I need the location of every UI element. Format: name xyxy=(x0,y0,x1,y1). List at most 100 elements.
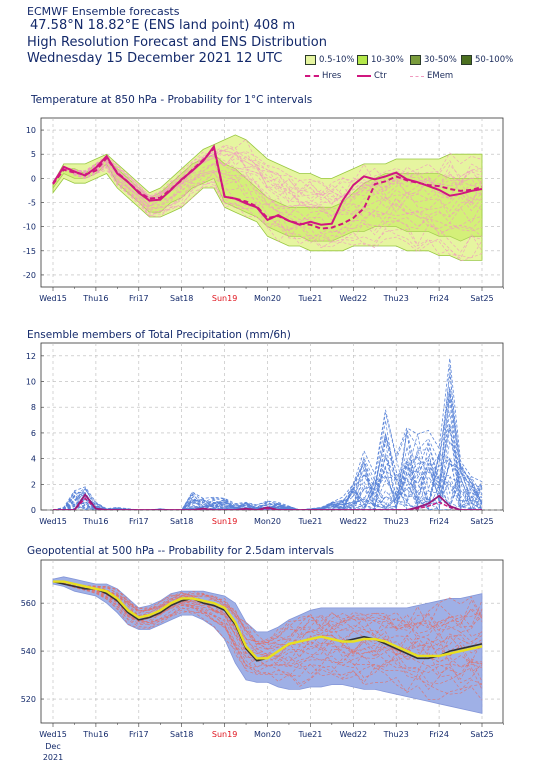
x-tick-label: Mon20 xyxy=(254,294,281,303)
y-tick-label: 560 xyxy=(21,599,36,608)
ensemble-member-line xyxy=(52,581,483,645)
x-tick-label: Sun19 xyxy=(212,730,237,739)
header-line-1: ECMWF Ensemble forecasts xyxy=(27,5,180,18)
x-tick-label: Mon20 xyxy=(254,730,281,739)
y-tick-label: 4 xyxy=(31,455,36,464)
hres-line xyxy=(53,580,483,660)
legend-swatch-10-30 xyxy=(357,55,368,65)
x-tick-label: Thu23 xyxy=(383,294,409,303)
precip-member-line xyxy=(52,388,483,510)
x-tick-label: Thu23 xyxy=(383,517,409,526)
precip-member-max-line xyxy=(52,358,483,510)
legend-label-ctr: Ctr xyxy=(374,71,387,81)
x-tick-label: Fri17 xyxy=(129,294,149,303)
y-tick-label: 520 xyxy=(21,695,36,704)
plot-area xyxy=(52,358,483,510)
y-tick-label: 12 xyxy=(26,352,36,361)
ensemble-member-line xyxy=(52,581,483,701)
ensemble-member-line xyxy=(52,581,483,700)
ensemble-member-line xyxy=(52,168,483,260)
header-subtitle: High Resolution Forecast and ENS Distrib… xyxy=(27,35,327,50)
x-tick-label: Tue21 xyxy=(297,294,322,303)
ensemble-member-line xyxy=(52,581,483,682)
precip-member-line xyxy=(52,366,483,510)
ensemble-member-line xyxy=(52,163,483,224)
panel-title-precipitation: Ensemble members of Total Precipitation … xyxy=(27,329,291,341)
panel-title-temperature: Temperature at 850 hPa - Probability for… xyxy=(31,94,313,106)
legend-item-hres: Hres xyxy=(305,71,341,81)
x-tick-label: Fri24 xyxy=(429,517,449,526)
legend-line-hres xyxy=(305,75,319,77)
legend-item-50-100: 50-100% xyxy=(461,55,513,65)
x-tick-label: Tue21 xyxy=(297,730,322,739)
plot-frame xyxy=(40,342,504,511)
y-tick-label: 0 xyxy=(31,174,36,183)
panel-2: 560 540 520 Wed15 Thu16 Fri17 Sat18 Sun19 Mon20 T… xyxy=(21,559,504,762)
ensemble-member-line xyxy=(52,581,483,669)
header-location: 47.58°N 18.82°E (ENS land point) 408 m xyxy=(30,18,296,33)
ensemble-member-line xyxy=(52,165,483,243)
x-tick-label: Thu23 xyxy=(383,730,409,739)
x-tick-label: Fri24 xyxy=(429,730,449,739)
ensemble-member-line xyxy=(52,154,483,212)
legend-label-30-50: 30-50% xyxy=(424,55,457,65)
y-tick-label: 10 xyxy=(26,126,36,135)
legend-swatch-0-5-10 xyxy=(305,55,316,65)
y-tick-label: 8 xyxy=(31,403,36,412)
legend-swatch-30-50 xyxy=(410,55,421,65)
legend-item-10-30: 10-30% xyxy=(357,55,404,65)
y-tick-label: -10 xyxy=(23,223,36,232)
x-tick-label: Fri17 xyxy=(129,730,149,739)
legend-item-30-50: 30-50% xyxy=(410,55,457,65)
x-tick-label: Tue21 xyxy=(297,517,322,526)
x-tick-label: Fri24 xyxy=(429,294,449,303)
legend-line-emem xyxy=(410,75,424,77)
precip-member-line xyxy=(52,392,483,510)
ensemble-member-line xyxy=(52,164,483,236)
legend-line-ctr xyxy=(357,75,371,77)
x-tick-label: Sat25 xyxy=(470,517,493,526)
x-tick-label: Mon20 xyxy=(254,517,281,526)
precip-member-line xyxy=(52,441,483,510)
ctr-line xyxy=(52,144,483,226)
legend-swatch-50-100 xyxy=(461,55,472,65)
legend-label-hres: Hres xyxy=(322,71,342,81)
x-tick-label: Thu16 xyxy=(82,517,108,526)
y-tick-label: 6 xyxy=(31,429,36,438)
x-tick-label: Sat25 xyxy=(470,730,493,739)
x-tick-label: Thu16 xyxy=(82,730,108,739)
ensemble-member-line xyxy=(52,167,483,262)
ctr-line xyxy=(53,493,482,510)
x-tick-label: Sat18 xyxy=(170,517,193,526)
ensemble-member-line xyxy=(52,149,483,199)
y-tick-label: 0 xyxy=(31,506,36,515)
ensemble-member-line xyxy=(52,581,483,652)
x-tick-label: Sat18 xyxy=(170,294,193,303)
legend-label-10-30: 10-30% xyxy=(371,55,404,65)
ensemble-member-line xyxy=(52,581,483,675)
y-tick-label: -5 xyxy=(28,199,36,208)
panel-title-geopotential: Geopotential at 500 hPa -- Probability f… xyxy=(27,545,335,557)
precip-member-line xyxy=(52,411,483,510)
x-tick-label: Fri17 xyxy=(129,517,149,526)
ensemble-member-line xyxy=(52,581,483,646)
x-tick-label: Wed15 xyxy=(39,294,67,303)
legend-item-0-5-10: 0.5-10% xyxy=(305,55,354,65)
ensemble-member-line xyxy=(52,581,483,642)
plot-area xyxy=(52,134,483,262)
x-tick-label: Sun19 xyxy=(212,294,237,303)
ensemble-member-line xyxy=(52,145,483,197)
x-sub-label: 2021 xyxy=(43,753,63,762)
y-tick-label: -20 xyxy=(23,271,36,280)
y-tick-label: 2 xyxy=(31,480,36,489)
ensemble-member-line xyxy=(52,159,483,218)
ensemble-member-line xyxy=(52,162,483,234)
legend-label-0-5-10: 0.5-10% xyxy=(319,55,355,65)
ensemble-member-line xyxy=(52,160,483,217)
y-tick-label: 5 xyxy=(31,150,36,159)
x-tick-label: Wed22 xyxy=(339,517,367,526)
ensemble-member-line xyxy=(52,581,483,660)
plot-area xyxy=(52,576,483,714)
ensemble-member-line xyxy=(52,581,483,690)
